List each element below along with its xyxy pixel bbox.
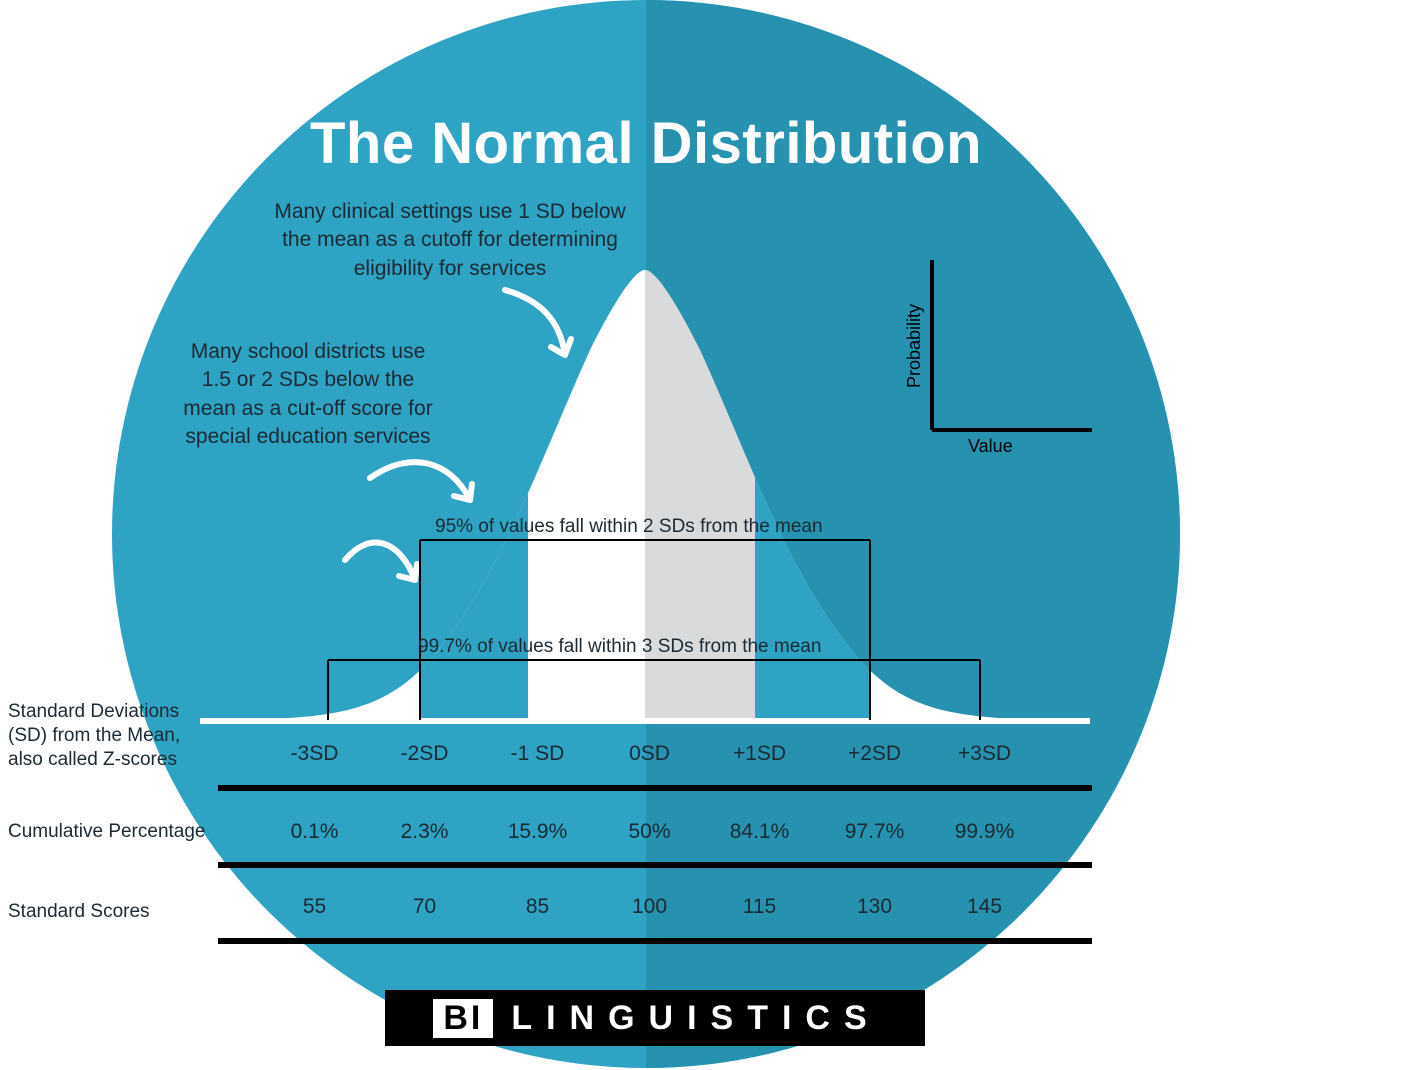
arrow-school-1-icon xyxy=(370,462,472,500)
sd-cell: -2SD xyxy=(377,742,472,766)
cum-cell: 2.3% xyxy=(377,820,472,844)
mini-axes-icon xyxy=(932,260,1092,430)
sd-cell: +3SD xyxy=(937,742,1032,766)
arrow-school-2-icon xyxy=(345,543,417,580)
logo-bi: BI xyxy=(429,995,497,1042)
sd-cell: -3SD xyxy=(267,742,362,766)
ss-cell: 145 xyxy=(937,895,1032,919)
ss-cell: 100 xyxy=(602,895,697,919)
ss-cell: 55 xyxy=(267,895,362,919)
cum-cell: 97.7% xyxy=(827,820,922,844)
sd-cell: +2SD xyxy=(827,742,922,766)
row-label-sd: Standard Deviations (SD) from the Mean, … xyxy=(8,700,208,771)
bracket-95-label: 95% of values fall within 2 SDs from the… xyxy=(435,516,823,538)
cum-cell: 99.9% xyxy=(937,820,1032,844)
table-rule-1 xyxy=(218,785,1092,791)
ss-cell: 70 xyxy=(377,895,472,919)
row-label-ss: Standard Scores xyxy=(8,900,228,924)
table-rule-2 xyxy=(218,862,1092,868)
sd-cell: 0SD xyxy=(602,742,697,766)
cum-cell: 15.9% xyxy=(490,820,585,844)
cum-cell: 0.1% xyxy=(267,820,362,844)
arrow-clinical-icon xyxy=(505,290,571,355)
ss-cell: 115 xyxy=(712,895,807,919)
cum-cell: 50% xyxy=(602,820,697,844)
ss-cell: 85 xyxy=(490,895,585,919)
brand-logo: BI LINGUISTICS xyxy=(385,990,925,1046)
infographic-root: The Normal Distribution Many clinical se… xyxy=(0,0,1422,1070)
ss-cell: 130 xyxy=(827,895,922,919)
logo-rest: LINGUISTICS xyxy=(511,999,880,1038)
row-label-cum: Cumulative Percentage xyxy=(8,820,228,844)
cum-cell: 84.1% xyxy=(712,820,807,844)
mini-axes-ylabel: Probability xyxy=(904,304,925,388)
mini-axes-xlabel: Value xyxy=(968,436,1013,457)
table-rule-3 xyxy=(218,938,1092,944)
sd-cell: +1SD xyxy=(712,742,807,766)
bracket-997-label: 99.7% of values fall within 3 SDs from t… xyxy=(418,636,821,658)
sd-cell: -1 SD xyxy=(490,742,585,766)
